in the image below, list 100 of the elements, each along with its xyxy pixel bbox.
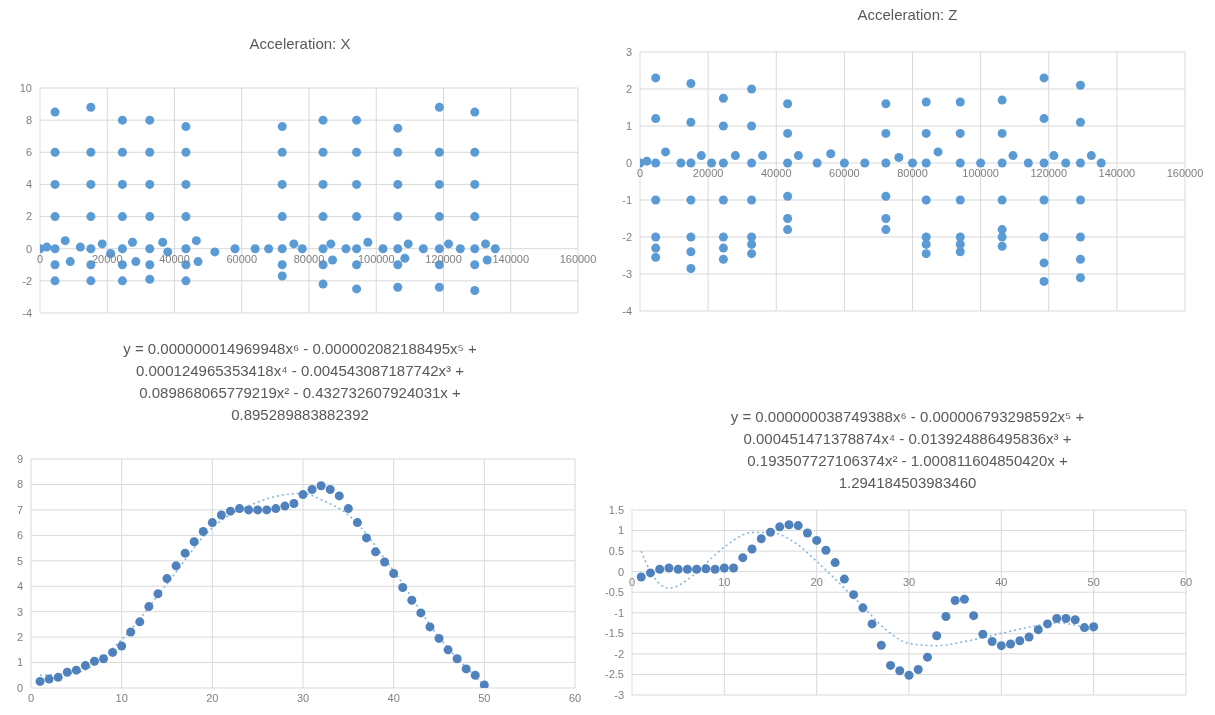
x-tick-label: 20 [810,575,823,588]
point [443,645,453,655]
point [802,528,812,538]
point [1061,614,1071,624]
y-tick-label: -4 [622,304,632,317]
x-tick-label: 140000 [492,252,530,265]
x-tick-label: 30 [902,575,916,588]
y-tick-label: 6 [25,146,32,159]
point [895,666,905,676]
y-tick-label: 1.5 [608,503,624,516]
x-tick-label: 60 [1179,575,1193,588]
point [692,564,702,574]
point [153,589,163,599]
point [1033,625,1043,635]
point [1015,636,1025,646]
point [812,535,822,545]
y-tick-label: -1 [614,606,624,619]
point [959,594,969,604]
y-tick-label: 3 [16,605,23,618]
point [655,564,665,574]
point [987,637,997,647]
point [407,595,417,605]
y-tick-label: 0 [16,681,23,694]
point [867,619,877,629]
point [664,563,674,573]
point [849,590,859,600]
point [380,557,390,567]
point [289,499,299,509]
point [35,676,45,686]
point [470,670,480,680]
x-tick-label: 10 [718,575,731,588]
point [747,544,757,554]
point [244,505,254,515]
chart-title: y = 0.000000014969948x⁶ - 0.000002082188495x⁵ + 0.000124965353418x⁴ - 0.004543087187742x³ + 0.089868065779219x² - 0.432732607924031x + 0.895289883882392 [122,339,478,425]
y-tick-label: -3 [622,267,632,280]
point [389,569,399,578]
point [334,491,344,501]
y-tick-label: 2 [625,82,632,95]
point [171,561,181,571]
point [636,572,646,582]
point [701,564,711,574]
x-tick-label: 120000 [1030,167,1068,179]
point [216,510,226,520]
chart-title: Acceleration: Z [857,5,958,25]
point [343,504,353,514]
x-tick-label: 80000 [293,252,325,265]
point [371,547,381,557]
point [298,490,308,500]
point [886,660,896,670]
point [904,670,914,680]
y-tick-label: -2 [22,274,32,287]
point [913,665,923,675]
point [645,568,655,578]
point [479,680,489,688]
point [969,611,979,621]
x-tick-label: 140000 [1098,167,1136,179]
point [673,564,683,574]
point [361,533,371,543]
y-tick-label: -1 [622,193,632,206]
x-tick-label: 0 [36,252,44,265]
point [1079,623,1089,633]
x-tick-label: 160000 [1166,167,1204,179]
point [207,518,217,528]
x-tick-label: 50 [478,692,491,704]
y-tick-label: 7 [16,503,23,516]
chart-title: y = 0.000000038749388x⁶ - 0.000006793298592x⁵ + 0.000451471378874x⁴ - 0.013924886495836x³ + 0.193507727106374x² - 1.000811604850420x + 1.294184503983460 [729,407,1086,491]
x-tick-label: 80000 [897,167,928,179]
point [452,654,462,664]
y-tick-label: -1.5 [605,627,624,640]
point [821,545,831,555]
x-tick-label: 40000 [760,167,792,179]
x-tick-label: 20 [206,692,219,704]
x-tick-label: 40 [995,575,1008,588]
point [99,654,109,664]
y-tick-label: -2.5 [605,668,624,681]
point [766,527,775,537]
y-tick-label: -4 [22,306,32,319]
point [710,564,720,574]
point [729,563,739,573]
point [235,504,245,514]
point [325,485,335,495]
y-tick-label: -3 [614,688,624,701]
x-tick-label: 120000 [425,252,462,265]
y-tick-label: -2 [614,647,624,660]
y-tick-label: 0.5 [608,545,624,558]
x-tick-label: 30 [296,692,310,704]
point [793,521,803,531]
point [135,617,145,627]
y-tick-label: 6 [16,529,23,542]
y-tick-label: -0.5 [605,586,624,599]
x-tick-label: 20000 [91,252,123,265]
point [316,481,326,491]
point [775,522,785,532]
point [1052,614,1062,624]
y-tick-label: 2 [16,631,23,644]
point [682,564,692,574]
point [44,674,54,684]
point [180,548,190,558]
chart-title: Acceleration: X [249,34,351,54]
point [352,518,362,528]
